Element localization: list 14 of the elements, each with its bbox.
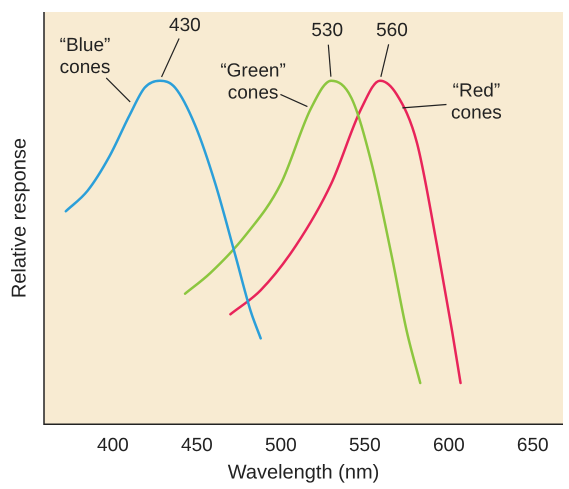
x-tick-label: 650 [516,434,549,456]
annotation: 430 [169,14,201,36]
annotation: “Green” cones [220,60,286,104]
x-tick-label: 450 [180,434,213,456]
y-axis-title: Relative response [8,138,31,298]
x-tick-label: 500 [264,434,297,456]
annotation: “Red” cones [451,80,502,124]
x-tick-label: 600 [432,434,465,456]
annotation: 530 [311,20,344,41]
x-tick-label: 400 [97,434,129,456]
annotation: “Blue” cones [60,34,110,78]
x-tick-label: 550 [348,434,381,456]
annotation: 560 [376,20,408,41]
x-axis-title: Wavelength (nm) [228,462,380,484]
